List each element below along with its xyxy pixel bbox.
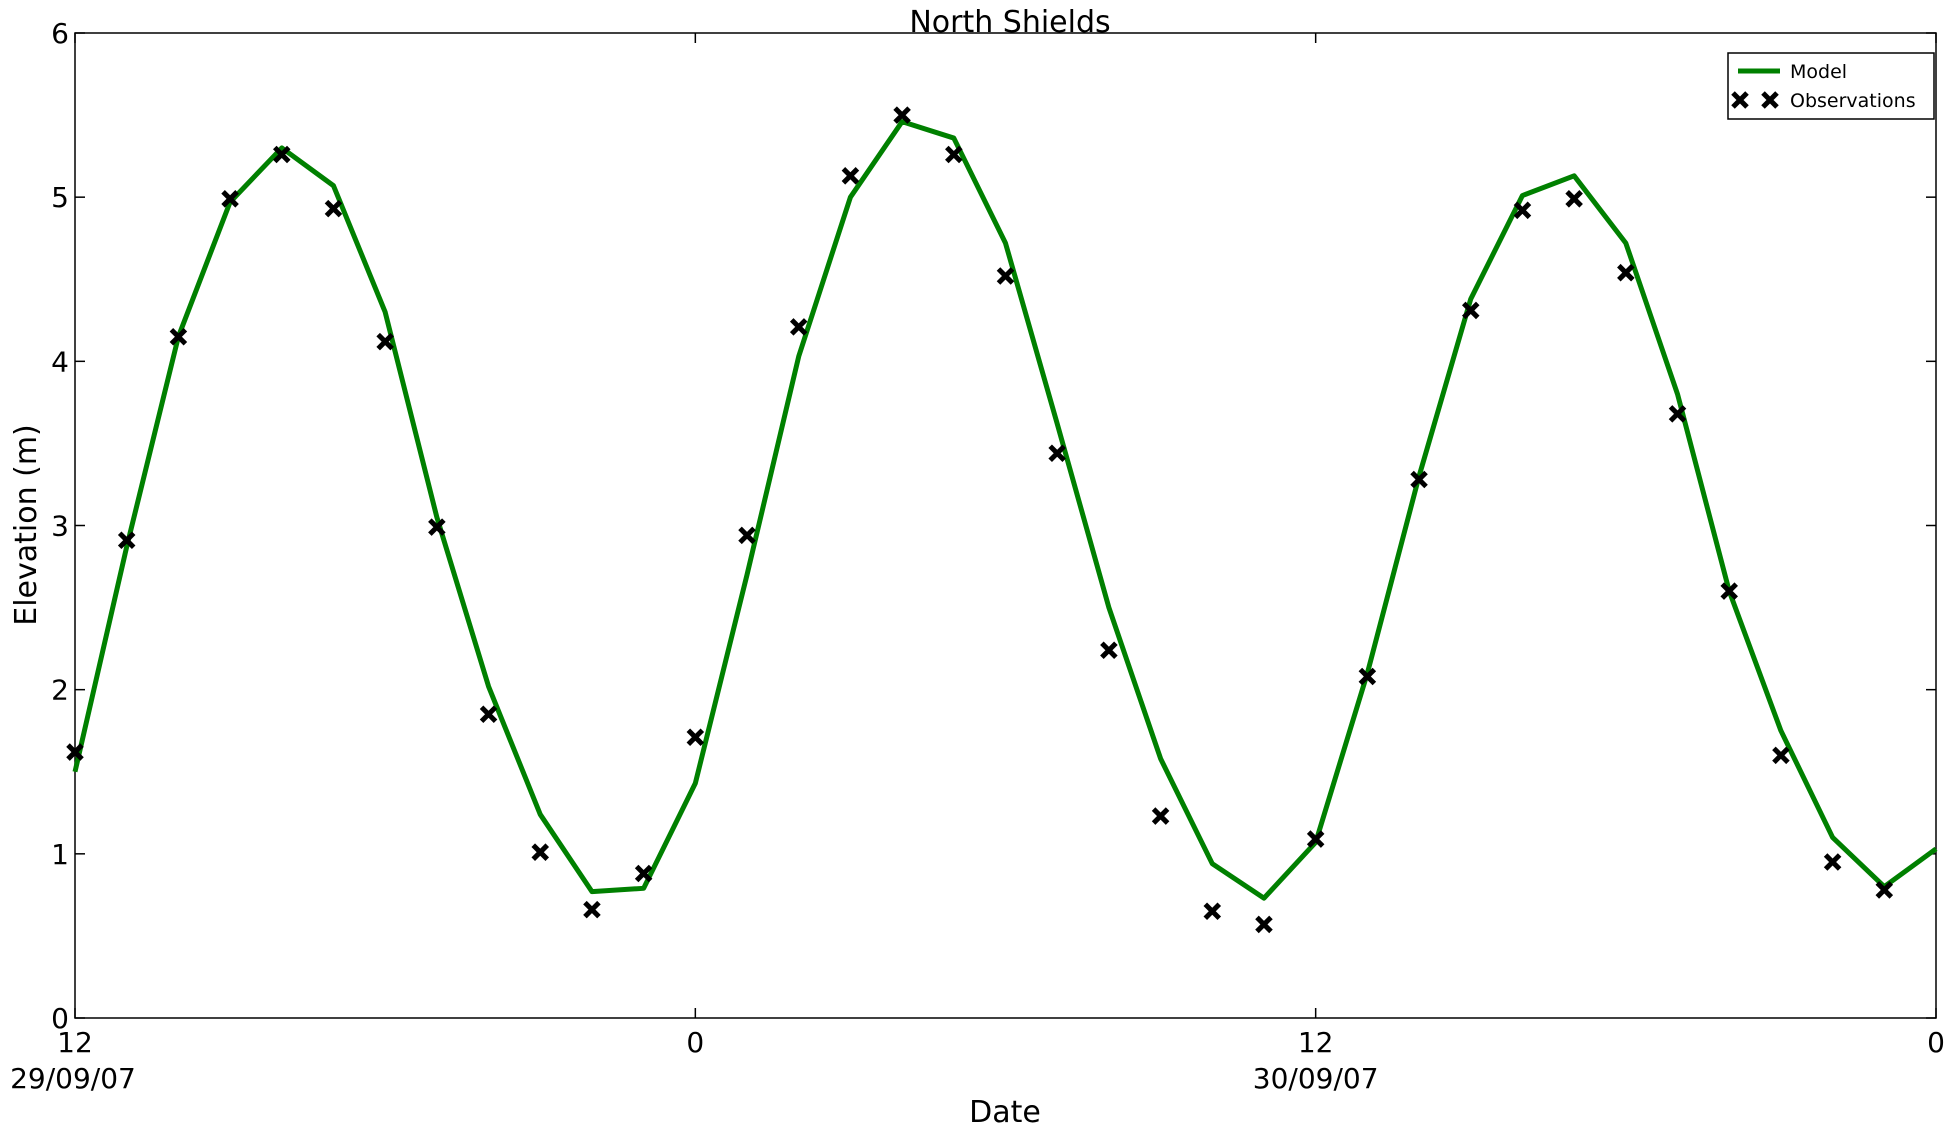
x-tick-label: 12 [1298, 1026, 1334, 1059]
marker [1823, 853, 1842, 871]
marker [1203, 902, 1222, 921]
y-tick-label: 2 [51, 674, 69, 707]
marker [1617, 263, 1635, 282]
marker [1513, 201, 1532, 220]
marker [1100, 641, 1118, 660]
y-tick-label: 6 [51, 17, 69, 50]
marker [1255, 915, 1273, 934]
marker [789, 318, 808, 336]
marker [1772, 746, 1790, 765]
marker [376, 332, 394, 351]
marker [117, 531, 136, 550]
x-axis-label: Date [969, 1095, 1041, 1128]
marker [273, 145, 291, 164]
plot-frame [74, 32, 1937, 1019]
marker [1720, 582, 1738, 600]
marker [1461, 301, 1480, 320]
y-tick-label: 0 [51, 1002, 69, 1035]
marker [1048, 444, 1066, 463]
chart-title: North Shields [909, 5, 1110, 40]
marker [996, 267, 1015, 285]
marker [479, 705, 498, 724]
marker [686, 728, 705, 747]
marker [1358, 667, 1377, 686]
x-tick-label: 0 [1927, 1026, 1945, 1059]
marker [1565, 190, 1583, 208]
y-tick-label: 4 [51, 345, 69, 378]
marker [324, 199, 343, 218]
marker [945, 145, 963, 164]
marker [1306, 830, 1325, 848]
model-line [72, 119, 1938, 901]
x-tick-label: 0 [686, 1026, 704, 1059]
x-date-label: 30/09/07 [1253, 1062, 1379, 1095]
legend-label: Observations [1790, 90, 1916, 112]
marker [1668, 405, 1687, 423]
y-axis-label: Elevation (m) [9, 424, 44, 626]
marker [583, 900, 601, 919]
y-tick-label: 5 [51, 181, 69, 214]
marker [66, 743, 84, 761]
marker [1151, 807, 1170, 825]
x-tick-label: 12 [57, 1026, 93, 1059]
marker [893, 106, 911, 124]
legend-swatch [1731, 91, 1749, 109]
marker [1410, 470, 1428, 489]
legend: Model Observations [1727, 52, 1935, 120]
marker [634, 864, 653, 883]
x-date-label: 29/09/07 [10, 1062, 136, 1095]
y-tick-label: 3 [51, 510, 69, 543]
y-tick-label: 1 [51, 838, 69, 871]
marker [531, 843, 550, 861]
marker [738, 526, 756, 545]
legend-label: Model [1790, 61, 1847, 83]
marker [221, 190, 239, 208]
legend-box [1727, 52, 1935, 120]
marker [428, 518, 446, 536]
marker [1875, 881, 1894, 899]
marker [841, 167, 860, 185]
marker [169, 327, 188, 346]
legend-swatch [1761, 91, 1779, 109]
